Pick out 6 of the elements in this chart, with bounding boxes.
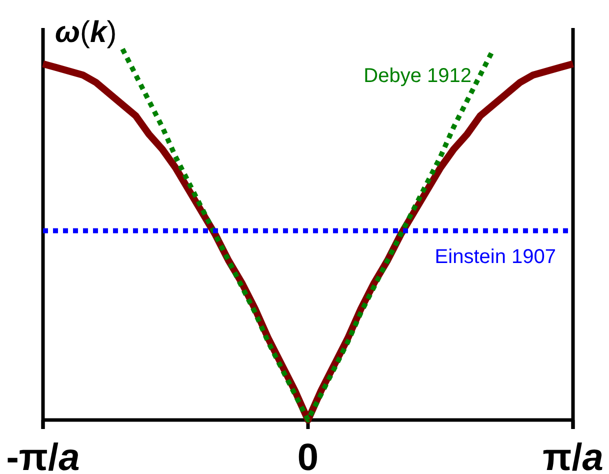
ref-line-label: Einstein 1907 xyxy=(434,246,556,268)
x-tick-label: -π/a xyxy=(6,437,80,474)
series-label: Debye 1912 xyxy=(364,65,472,87)
x-tick-label: π/a xyxy=(542,437,604,474)
y-axis-title: ω(k) xyxy=(55,16,117,49)
x-tick-label: 0 xyxy=(297,437,319,474)
